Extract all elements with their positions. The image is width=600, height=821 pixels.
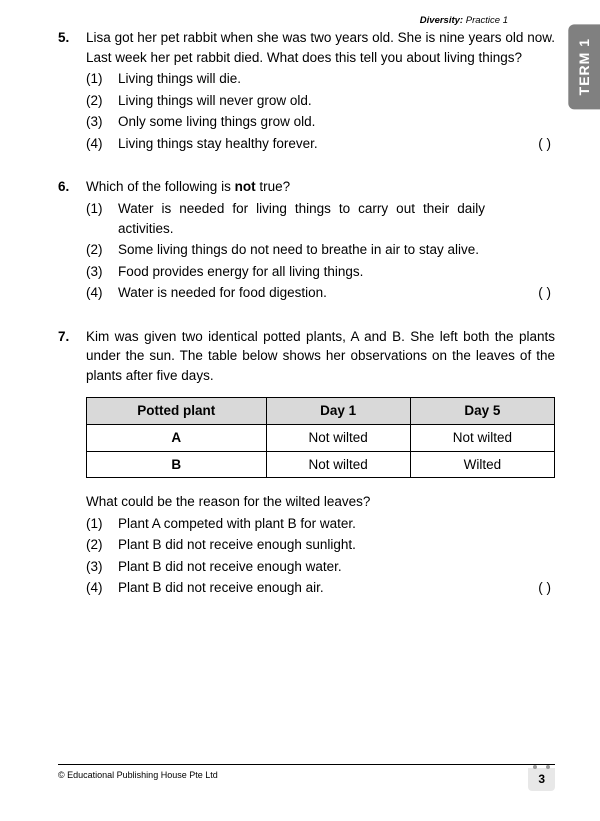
copyright-text: © Educational Publishing House Pte Ltd bbox=[58, 769, 218, 782]
table-cell: Not wilted bbox=[410, 425, 554, 452]
header-category-normal: Practice 1 bbox=[463, 15, 508, 26]
option-2: (2)Plant B did not receive enough sunlig… bbox=[86, 535, 555, 555]
answer-blank[interactable]: ( ) bbox=[538, 134, 551, 154]
page-number: 3 bbox=[528, 768, 555, 791]
question-stem: Kim was given two identical potted plant… bbox=[86, 327, 555, 386]
table-cell: Wilted bbox=[410, 451, 554, 478]
table-cell: A bbox=[87, 425, 267, 452]
option-1: (1)Water is needed for living things to … bbox=[86, 199, 555, 238]
table-header-row: Potted plant Day 1 Day 5 bbox=[87, 398, 555, 425]
option-3: (3)Only some living things grow old. bbox=[86, 112, 555, 132]
option-2: (2)Some living things do not need to bre… bbox=[86, 240, 555, 260]
table-cell: Not wilted bbox=[266, 425, 410, 452]
header-category-bold: Diversity: bbox=[420, 15, 463, 26]
option-1: (1)Living things will die. bbox=[86, 69, 555, 89]
question-number: 7. bbox=[58, 327, 86, 600]
question-stem: Which of the following is not true? bbox=[86, 177, 555, 197]
option-4: (4)Plant B did not receive enough air.( … bbox=[86, 578, 555, 598]
table-row: A Not wilted Not wilted bbox=[87, 425, 555, 452]
question-6: 6. Which of the following is not true? (… bbox=[58, 177, 555, 304]
option-4: (4)Living things stay healthy forever.( … bbox=[86, 134, 555, 154]
answer-blank[interactable]: ( ) bbox=[538, 578, 551, 598]
option-1: (1)Plant A competed with plant B for wat… bbox=[86, 514, 555, 534]
term-tab: TERM 1 bbox=[568, 24, 600, 109]
table-header: Potted plant bbox=[87, 398, 267, 425]
question-5: 5. Lisa got her pet rabbit when she was … bbox=[58, 28, 555, 155]
table-cell: Not wilted bbox=[266, 451, 410, 478]
options-list: (1)Plant A competed with plant B for wat… bbox=[86, 514, 555, 598]
table-row: B Not wilted Wilted bbox=[87, 451, 555, 478]
question-number: 6. bbox=[58, 177, 86, 304]
page-footer: © Educational Publishing House Pte Ltd 3 bbox=[58, 764, 555, 791]
option-2: (2)Living things will never grow old. bbox=[86, 91, 555, 111]
options-list: (1)Water is needed for living things to … bbox=[86, 199, 555, 303]
table-header: Day 1 bbox=[266, 398, 410, 425]
table-header: Day 5 bbox=[410, 398, 554, 425]
observation-table: Potted plant Day 1 Day 5 A Not wilted No… bbox=[86, 397, 555, 478]
table-cell: B bbox=[87, 451, 267, 478]
option-3: (3)Food provides energy for all living t… bbox=[86, 262, 555, 282]
question-number: 5. bbox=[58, 28, 86, 155]
option-3: (3)Plant B did not receive enough water. bbox=[86, 557, 555, 577]
options-list: (1)Living things will die. (2)Living thi… bbox=[86, 69, 555, 153]
question-7: 7. Kim was given two identical potted pl… bbox=[58, 327, 555, 600]
sub-question: What could be the reason for the wilted … bbox=[86, 492, 555, 512]
option-4: (4)Water is needed for food digestion.( … bbox=[86, 283, 555, 303]
question-stem: Lisa got her pet rabbit when she was two… bbox=[86, 28, 555, 67]
answer-blank[interactable]: ( ) bbox=[538, 283, 551, 303]
header-label: Diversity: Practice 1 bbox=[420, 14, 508, 28]
